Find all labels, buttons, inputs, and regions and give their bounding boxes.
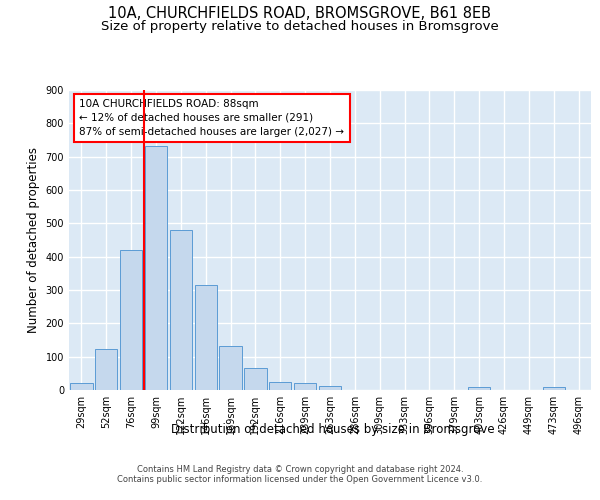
Text: Size of property relative to detached houses in Bromsgrove: Size of property relative to detached ho… [101, 20, 499, 33]
Bar [95, 350, 118, 390]
Bar [294, 384, 316, 390]
Text: Distribution of detached houses by size in Bromsgrove: Distribution of detached houses by size … [171, 422, 495, 436]
Bar [269, 382, 292, 390]
Text: 10A, CHURCHFIELDS ROAD, BROMSGROVE, B61 8EB: 10A, CHURCHFIELDS ROAD, BROMSGROVE, B61 … [109, 6, 491, 20]
Text: Contains HM Land Registry data © Crown copyright and database right 2024.: Contains HM Land Registry data © Crown c… [137, 466, 463, 474]
Bar [542, 388, 565, 390]
Bar [145, 146, 167, 390]
Bar [468, 388, 490, 390]
Bar [70, 384, 92, 390]
Text: 10A CHURCHFIELDS ROAD: 88sqm
← 12% of detached houses are smaller (291)
87% of s: 10A CHURCHFIELDS ROAD: 88sqm ← 12% of de… [79, 99, 344, 137]
Bar [170, 230, 192, 390]
Y-axis label: Number of detached properties: Number of detached properties [27, 147, 40, 333]
Bar [319, 386, 341, 390]
Bar [120, 250, 142, 390]
Bar [220, 346, 242, 390]
Bar [194, 285, 217, 390]
Bar [244, 368, 266, 390]
Text: Contains public sector information licensed under the Open Government Licence v3: Contains public sector information licen… [118, 476, 482, 484]
